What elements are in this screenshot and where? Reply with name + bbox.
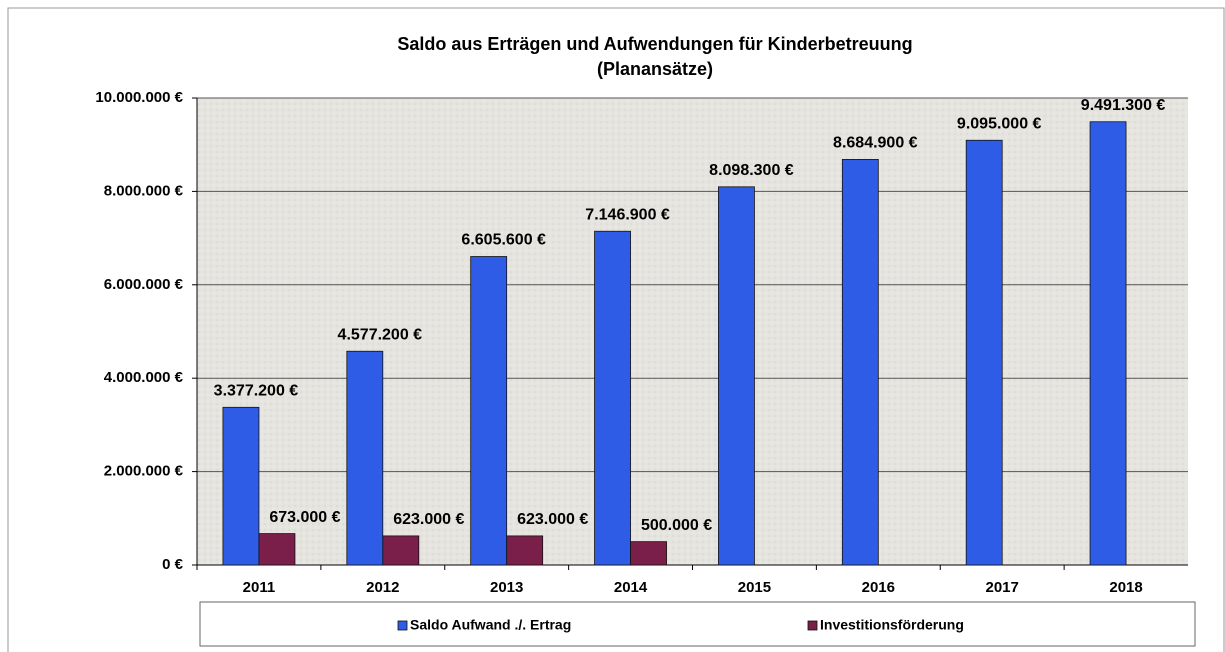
x-tick-label: 2015 <box>738 579 771 596</box>
bar <box>841 159 879 566</box>
data-label: 673.000 € <box>269 509 340 526</box>
y-tick-label: 10.000.000 € <box>95 89 183 106</box>
data-label: 9.095.000 € <box>957 115 1042 132</box>
data-label: 623.000 € <box>517 511 588 528</box>
bar <box>965 139 1003 566</box>
bar <box>594 230 631 566</box>
y-tick-label: 4.000.000 € <box>104 369 184 386</box>
y-tick-label: 8.000.000 € <box>104 182 184 199</box>
bar <box>382 535 420 566</box>
legend-box <box>199 601 1196 647</box>
data-label: 623.000 € <box>393 511 464 528</box>
y-tick-label: 2.000.000 € <box>104 463 184 480</box>
legend-swatch <box>807 620 818 631</box>
x-tick-label: 2011 <box>243 579 276 596</box>
y-tick-label: 0 € <box>162 556 184 573</box>
x-tick-label: 2017 <box>986 579 1019 596</box>
bar <box>346 350 384 566</box>
x-tick-label: 2016 <box>862 579 895 596</box>
chart-subtitle: (Planansätze) <box>597 59 713 79</box>
legend-swatch <box>397 620 408 631</box>
bar <box>1089 121 1127 566</box>
data-label: 7.146.900 € <box>585 206 670 223</box>
data-label: 9.491.300 € <box>1081 97 1166 114</box>
bar <box>506 535 544 566</box>
data-label: 3.377.200 € <box>214 383 299 400</box>
legend-label: Investitionsförderung <box>820 617 964 633</box>
data-label: 8.098.300 € <box>709 162 794 179</box>
data-label: 500.000 € <box>641 517 712 534</box>
y-tick-label: 6.000.000 € <box>104 276 184 293</box>
bar <box>222 406 260 566</box>
x-tick-label: 2014 <box>614 579 648 596</box>
data-label: 8.684.900 € <box>833 135 918 152</box>
bar <box>630 541 667 566</box>
data-label: 6.605.600 € <box>461 232 546 249</box>
x-tick-label: 2012 <box>366 579 399 596</box>
bar <box>718 186 755 566</box>
bar <box>258 533 296 566</box>
legend-label: Saldo Aufwand ./. Ertrag <box>410 617 571 633</box>
bar <box>470 256 508 566</box>
x-tick-label: 2018 <box>1109 579 1142 596</box>
data-label: 4.577.200 € <box>338 326 423 343</box>
chart-title: Saldo aus Erträgen und Aufwendungen für … <box>397 34 912 54</box>
x-tick-label: 2013 <box>490 579 523 596</box>
